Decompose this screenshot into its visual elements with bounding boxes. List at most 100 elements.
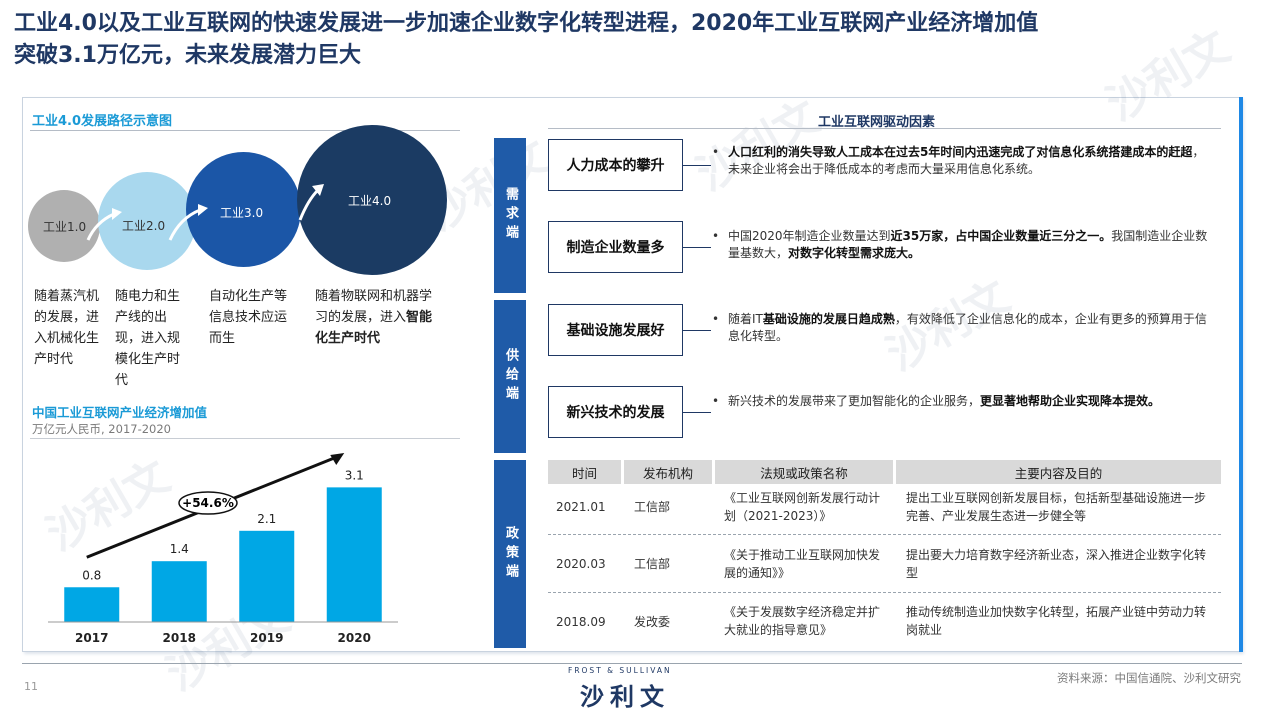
cagr-label: +54.6%: [182, 496, 234, 510]
stage-label-industry-2: 工业2.0: [122, 219, 166, 233]
connector-line: [683, 330, 711, 331]
factor-emerging-tech: 新兴技术的发展: [548, 386, 683, 438]
tick-label-2017: 2017: [75, 631, 108, 645]
bullet-dot: •: [712, 229, 720, 243]
stage-arrows: [86, 184, 324, 241]
factor-manufacturers-count: 制造企业数量多: [548, 221, 683, 273]
bullet-dot: •: [712, 312, 720, 326]
source-note: 资料来源：中国信通院、沙利文研究: [1057, 671, 1241, 685]
band-supply-label: 供给端: [503, 348, 518, 405]
stage-text-industry-4-prefix: 随着物联网和机器学习的发展，进入: [315, 289, 433, 325]
arrow-icon: [312, 184, 324, 196]
data-label-2020: 3.1: [345, 468, 364, 482]
connector-line: [683, 247, 711, 248]
page-title-line1: 工业4.0以及工业互联网的快速发展进一步加速企业数字化转型进程，2020年工业互…: [14, 11, 1039, 36]
factor-description-part: 我国制造业企业数量基数大，: [728, 229, 1208, 260]
stage-text-industry-4: 随着物联网和机器学习的发展，进入智能化生产时代: [315, 286, 435, 349]
factor-description-bold: 基础设施的发展日趋成熟: [762, 312, 895, 326]
table-cell-name: 《关于推动工业互联网加快发展的通知》》: [724, 548, 881, 580]
path-section-divider: [30, 130, 460, 131]
band-demand-label: 需求端: [503, 187, 518, 244]
factor-description-infrastructure: • 随着IT基础设施的发展日趋成熟，有效降低了企业信息化的成本，企业有更多的预算…: [712, 311, 1216, 345]
arrow-icon: [198, 204, 208, 216]
table-cell-date: 2020.03: [556, 557, 606, 571]
logo-subtitle: FROST & SULLIVAN: [568, 666, 672, 675]
drivers-title-divider: [548, 128, 1221, 129]
bar-chart: +54.6% 0.8 2017 1.4 2018 2.1 2019 3.1 2020: [48, 453, 398, 645]
arrow-icon: [112, 208, 122, 220]
bar-2017: [64, 587, 120, 622]
table-cell-org: 工信部: [634, 557, 671, 571]
page-title-line2: 突破3.1万亿元，未来发展潜力巨大: [14, 43, 361, 68]
table-cell-date: 2021.01: [556, 500, 606, 514]
drivers-title: 工业互联网驱动因素: [818, 115, 936, 130]
band-policy: 政策端: [494, 460, 526, 648]
factor-description-part: ，有效降低了企业信息化的成本，企业有更多的预算用于信息化转型。: [728, 312, 1207, 343]
chart-title-divider: [30, 438, 460, 439]
factor-description-labor-cost: • 人口红利的消失导致人工成本在过去5年时间内迅速完成了对信息化系统搭建成本的赶…: [712, 144, 1216, 178]
tick-label-2018: 2018: [163, 631, 196, 645]
footer-divider: [22, 663, 1242, 664]
table-cell-org: 发改委: [634, 615, 671, 629]
stage-circle-industry-4: [297, 125, 447, 275]
factor-description-bold: 对数字化转型需求庞大。: [788, 246, 921, 260]
bar-2018: [151, 561, 207, 622]
stage-label-industry-1: 工业1.0: [43, 220, 87, 234]
bar-2020: [326, 487, 382, 622]
bullet-dot: •: [712, 145, 720, 159]
table-cell-name: 《工业互联网创新发展行动计划（2021-2023）》: [724, 491, 881, 523]
table-header-content: 主要内容及目的: [896, 460, 1221, 484]
table-header-name: 法规或政策名称: [715, 460, 893, 484]
arrow-icon: [168, 208, 201, 241]
factor-labor-cost: 人力成本的攀升: [548, 139, 683, 191]
table-cell-org: 工信部: [634, 500, 671, 514]
data-label-2017: 0.8: [82, 568, 101, 582]
table-row-divider: [548, 592, 1221, 593]
chart-subtitle: 万亿元人民币, 2017-2020: [32, 422, 171, 436]
table-cell-content: 提出要大力培育数字经济新业态，深入推进企业数字化转型: [906, 548, 1207, 580]
arrow-icon: [298, 188, 320, 221]
stage-text-industry-2: 随电力和生产线的出现，进入规模化生产时代: [115, 289, 181, 388]
stage-text-industry-4-bold: 智能化生产时代: [315, 310, 433, 346]
table-cell-name: 《关于发展数字经济稳定并扩大就业的指导意见》: [724, 605, 881, 637]
band-policy-label: 政策端: [503, 525, 518, 583]
factor-infrastructure: 基础设施发展好: [548, 304, 683, 356]
path-section-title: 工业4.0发展路径示意图: [32, 114, 173, 129]
stage-text-industry-1: 随着蒸汽机的发展，进入机械化生产时代: [34, 289, 100, 367]
tick-label-2019: 2019: [250, 631, 283, 645]
bullet-dot: •: [712, 394, 720, 408]
factor-description-bold: 近35万家，占中国企业数量近三分之一。: [890, 229, 1112, 243]
factor-description-emerging-tech: • 新兴技术的发展带来了更加智能化的企业服务，更显著地帮助企业实现降本提效。: [712, 393, 1216, 410]
stage-label-industry-3: 工业3.0: [220, 206, 264, 220]
factor-description-bold: 人口红利的消失导致人工成本在过去5年时间内迅速完成了对信息化系统搭建成本的赶超: [728, 145, 1193, 159]
chart-title: 中国工业互联网产业经济增加值: [32, 405, 208, 420]
page-number: 11: [24, 680, 38, 693]
factor-description-part: 随着IT: [728, 312, 763, 326]
factor-description-bold: 更显著地帮助企业实现降本提效。: [980, 394, 1161, 408]
stage-label-industry-4: 工业4.0: [348, 194, 392, 208]
stage-text-industry-3: 自动化生产等信息技术应运而生: [209, 289, 288, 346]
page-title: 工业4.0以及工业互联网的快速发展进一步加速企业数字化转型进程，2020年工业互…: [14, 8, 1254, 72]
factor-description-part: 新兴技术的发展带来了更加智能化的企业服务，: [728, 394, 981, 408]
table-header-org: 发布机构: [624, 460, 712, 484]
arrow-icon: [86, 212, 115, 241]
connector-line: [683, 165, 711, 166]
logo: 沙利文: [580, 683, 670, 709]
data-label-2019: 2.1: [257, 512, 276, 526]
cagr-bubble: [178, 491, 238, 515]
bar-2019: [239, 530, 295, 622]
table-cell-content: 推动传统制造业加快数字化转型，拓展产业链中劳动力转岗就业: [906, 605, 1207, 637]
connector-line: [683, 412, 711, 413]
table-header-date: 时间: [548, 460, 621, 484]
trend-arrow-head: [330, 453, 345, 465]
frame-accent-bar: [1239, 97, 1243, 652]
stage-circle-industry-1: [28, 190, 100, 262]
factor-description-manufacturers: • 中国2020年制造企业数量达到近35万家，占中国企业数量近三分之一。我国制造…: [712, 228, 1216, 262]
data-label-2018: 1.4: [170, 542, 189, 556]
factor-description-rest: ，未来企业将会出于降低成本的考虑而大量采用信息化系统。: [728, 145, 1205, 176]
table-cell-content: 提出工业互联网创新发展目标，包括新型基础设施进一步完善、产业发展生态进一步健全等: [906, 491, 1207, 523]
table-cell-date: 2018.09: [556, 615, 606, 629]
table-row-divider: [548, 534, 1221, 535]
band-supply: 供给端: [494, 300, 526, 453]
factor-description-part: 中国2020年制造企业数量达到: [728, 229, 891, 243]
